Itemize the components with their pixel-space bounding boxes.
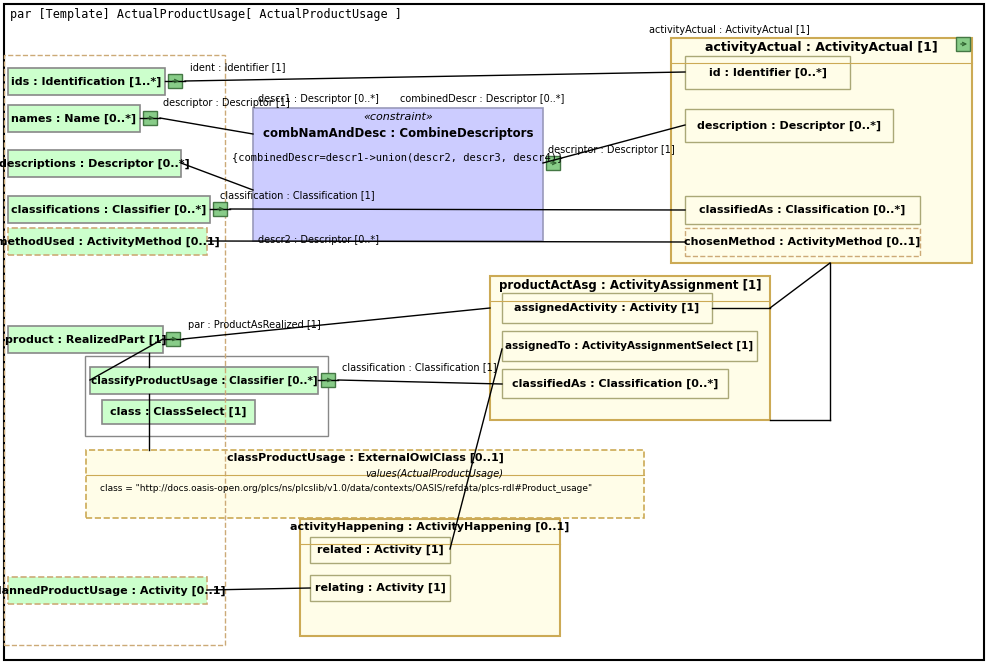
- FancyBboxPatch shape: [8, 577, 207, 604]
- FancyBboxPatch shape: [300, 519, 560, 636]
- FancyBboxPatch shape: [310, 575, 450, 601]
- FancyBboxPatch shape: [310, 537, 450, 563]
- FancyBboxPatch shape: [502, 369, 728, 398]
- Text: classification : Classification [1]: classification : Classification [1]: [220, 190, 374, 200]
- Text: classification : Classification [1]: classification : Classification [1]: [342, 362, 497, 372]
- Text: plannedProductUsage : Activity [0..1]: plannedProductUsage : Activity [0..1]: [0, 586, 225, 596]
- Text: «constraint»: «constraint»: [364, 112, 433, 122]
- Text: {combinedDescr=descr1->union(descr2, descr3, descr4)}: {combinedDescr=descr1->union(descr2, des…: [232, 152, 563, 162]
- Text: activityActual : ActivityActual [1]: activityActual : ActivityActual [1]: [649, 25, 810, 35]
- FancyBboxPatch shape: [685, 109, 893, 142]
- Text: ident : Identifier [1]: ident : Identifier [1]: [190, 62, 286, 72]
- Text: description : Descriptor [0..*]: description : Descriptor [0..*]: [697, 120, 881, 131]
- Text: assignedTo : ActivityAssignmentSelect [1]: assignedTo : ActivityAssignmentSelect [1…: [506, 341, 754, 351]
- Text: class : ClassSelect [1]: class : ClassSelect [1]: [111, 407, 247, 417]
- Text: par : ProductAsRealized [1]: par : ProductAsRealized [1]: [188, 320, 321, 330]
- FancyBboxPatch shape: [8, 196, 210, 223]
- Text: descr2 : Descriptor [0..*]: descr2 : Descriptor [0..*]: [258, 235, 379, 245]
- Text: related : Activity [1]: related : Activity [1]: [316, 545, 444, 555]
- Text: classifiedAs : Classification [0..*]: classifiedAs : Classification [0..*]: [512, 378, 718, 388]
- FancyBboxPatch shape: [90, 367, 318, 394]
- Text: product : RealizedPart [1]: product : RealizedPart [1]: [5, 335, 166, 345]
- Text: values(ActualProductUsage): values(ActualProductUsage): [365, 469, 503, 479]
- Text: descriptor : Descriptor [1]: descriptor : Descriptor [1]: [163, 98, 289, 108]
- Text: classProductUsage : ExternalOwlClass [0..1]: classProductUsage : ExternalOwlClass [0.…: [226, 453, 504, 463]
- FancyBboxPatch shape: [8, 105, 140, 132]
- FancyBboxPatch shape: [8, 68, 165, 95]
- Text: descriptions : Descriptor [0..*]: descriptions : Descriptor [0..*]: [0, 159, 190, 169]
- FancyBboxPatch shape: [685, 56, 850, 89]
- Text: activityActual : ActivityActual [1]: activityActual : ActivityActual [1]: [705, 41, 938, 54]
- Text: class = "http://docs.oasis-open.org/plcs/ns/plcslib/v1.0/data/contexts/OASIS/ref: class = "http://docs.oasis-open.org/plcs…: [100, 484, 592, 493]
- Text: descr1 : Descriptor [0..*]: descr1 : Descriptor [0..*]: [258, 94, 378, 104]
- Text: descriptor : Descriptor [1]: descriptor : Descriptor [1]: [548, 145, 675, 155]
- Text: productActAsg : ActivityAssignment [1]: productActAsg : ActivityAssignment [1]: [499, 279, 761, 291]
- Text: classifiedAs : Classification [0..*]: classifiedAs : Classification [0..*]: [700, 205, 906, 215]
- FancyBboxPatch shape: [685, 228, 920, 256]
- FancyBboxPatch shape: [490, 276, 770, 420]
- FancyBboxPatch shape: [102, 400, 255, 424]
- Text: combinedDescr : Descriptor [0..*]: combinedDescr : Descriptor [0..*]: [400, 94, 564, 104]
- Text: classifyProductUsage : Classifier [0..*]: classifyProductUsage : Classifier [0..*]: [91, 375, 317, 386]
- FancyBboxPatch shape: [166, 332, 180, 346]
- FancyBboxPatch shape: [502, 293, 712, 323]
- FancyBboxPatch shape: [546, 156, 560, 170]
- FancyBboxPatch shape: [671, 38, 972, 263]
- FancyBboxPatch shape: [253, 108, 543, 241]
- FancyBboxPatch shape: [956, 37, 970, 51]
- FancyBboxPatch shape: [8, 228, 207, 255]
- Text: ids : Identification [1..*]: ids : Identification [1..*]: [11, 76, 162, 86]
- FancyBboxPatch shape: [685, 196, 920, 224]
- Text: par [Template] ActualProductUsage[ ActualProductUsage ]: par [Template] ActualProductUsage[ Actua…: [10, 8, 402, 21]
- Text: chosenMethod : ActivityMethod [0..1]: chosenMethod : ActivityMethod [0..1]: [685, 237, 921, 247]
- FancyBboxPatch shape: [321, 373, 335, 387]
- FancyBboxPatch shape: [86, 450, 644, 518]
- Text: combNamAndDesc : CombineDescriptors: combNamAndDesc : CombineDescriptors: [263, 127, 534, 140]
- FancyBboxPatch shape: [502, 331, 757, 361]
- FancyBboxPatch shape: [213, 202, 227, 216]
- Text: names : Name [0..*]: names : Name [0..*]: [12, 114, 136, 124]
- Text: relating : Activity [1]: relating : Activity [1]: [314, 583, 446, 593]
- Text: id : Identifier [0..*]: id : Identifier [0..*]: [708, 67, 827, 78]
- Text: activityHappening : ActivityHappening [0..1]: activityHappening : ActivityHappening [0…: [290, 522, 570, 532]
- FancyBboxPatch shape: [8, 326, 163, 353]
- Text: assignedActivity : Activity [1]: assignedActivity : Activity [1]: [515, 303, 700, 313]
- FancyBboxPatch shape: [143, 111, 157, 125]
- FancyBboxPatch shape: [8, 150, 181, 177]
- FancyBboxPatch shape: [4, 4, 984, 660]
- FancyBboxPatch shape: [168, 74, 182, 88]
- Text: classifications : Classifier [0..*]: classifications : Classifier [0..*]: [11, 205, 206, 214]
- Text: methodUsed : ActivityMethod [0..1]: methodUsed : ActivityMethod [0..1]: [0, 236, 219, 246]
